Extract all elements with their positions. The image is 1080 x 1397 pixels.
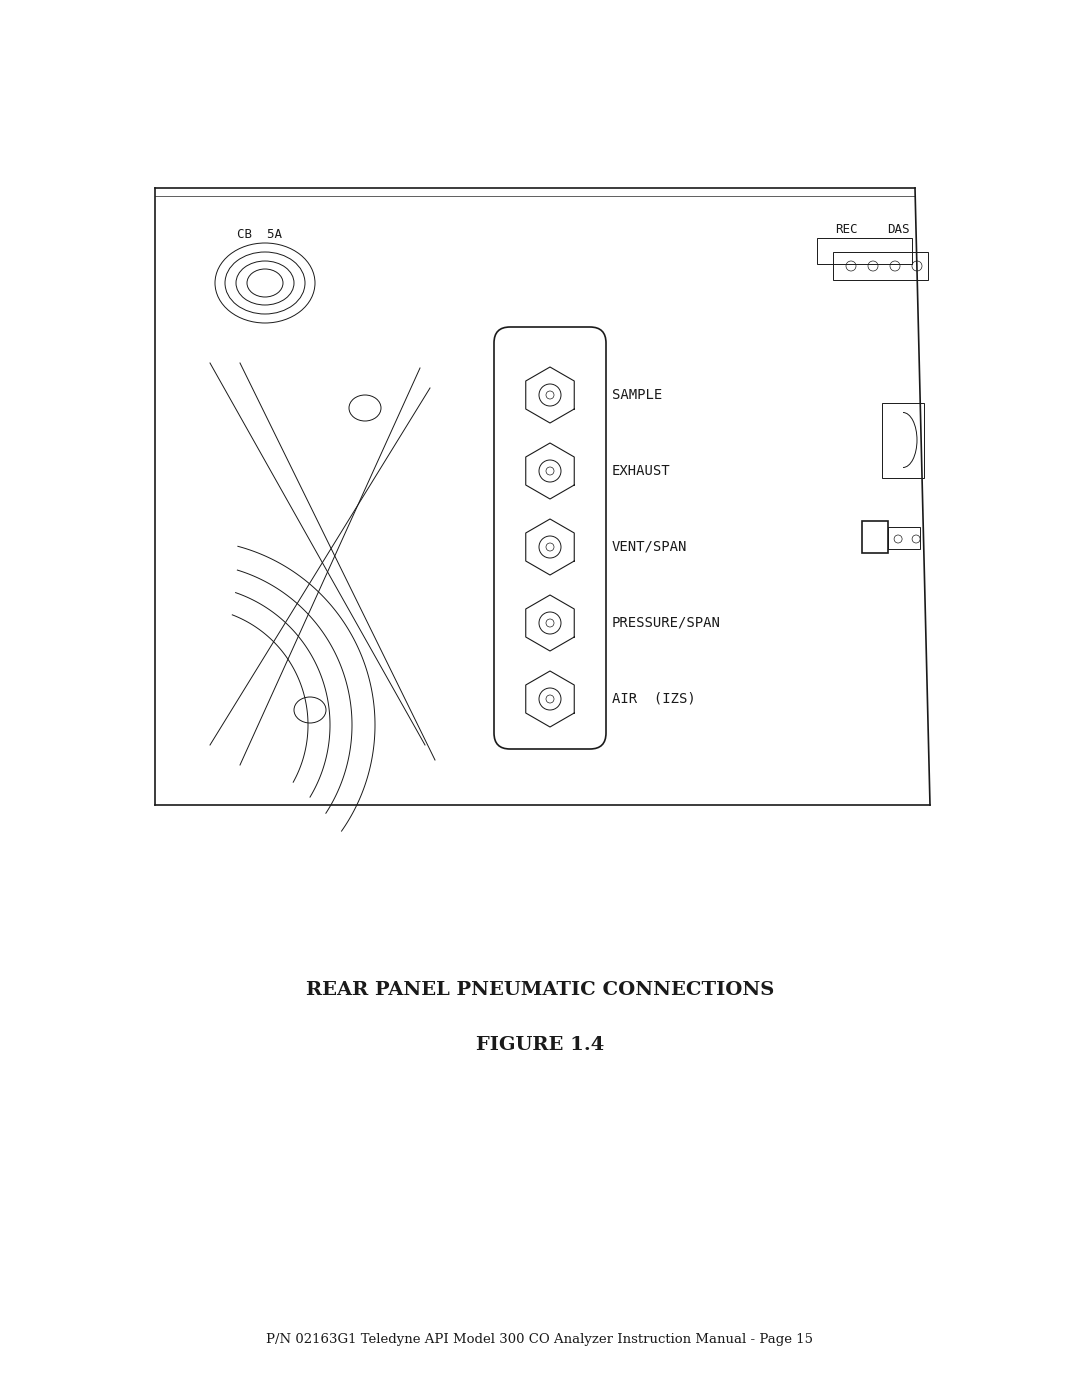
Text: PRESSURE/SPAN: PRESSURE/SPAN	[612, 616, 720, 630]
Text: FIGURE 1.4: FIGURE 1.4	[476, 1037, 604, 1053]
Text: REC: REC	[835, 224, 858, 236]
Bar	[862, 521, 888, 553]
Text: SAMPLE: SAMPLE	[612, 388, 662, 402]
Text: EXHAUST: EXHAUST	[612, 464, 671, 478]
Bar	[816, 237, 912, 264]
Bar	[882, 402, 924, 478]
Text: VENT/SPAN: VENT/SPAN	[612, 541, 687, 555]
Bar	[888, 527, 920, 549]
Text: REAR PANEL PNEUMATIC CONNECTIONS: REAR PANEL PNEUMATIC CONNECTIONS	[306, 981, 774, 999]
Text: AIR  (IZS): AIR (IZS)	[612, 692, 696, 705]
Text: DAS: DAS	[887, 224, 909, 236]
Bar	[833, 251, 928, 279]
Text: P/N 02163G1 Teledyne API Model 300 CO Analyzer Instruction Manual - Page 15: P/N 02163G1 Teledyne API Model 300 CO An…	[267, 1334, 813, 1347]
Text: CB  5A: CB 5A	[237, 228, 282, 242]
